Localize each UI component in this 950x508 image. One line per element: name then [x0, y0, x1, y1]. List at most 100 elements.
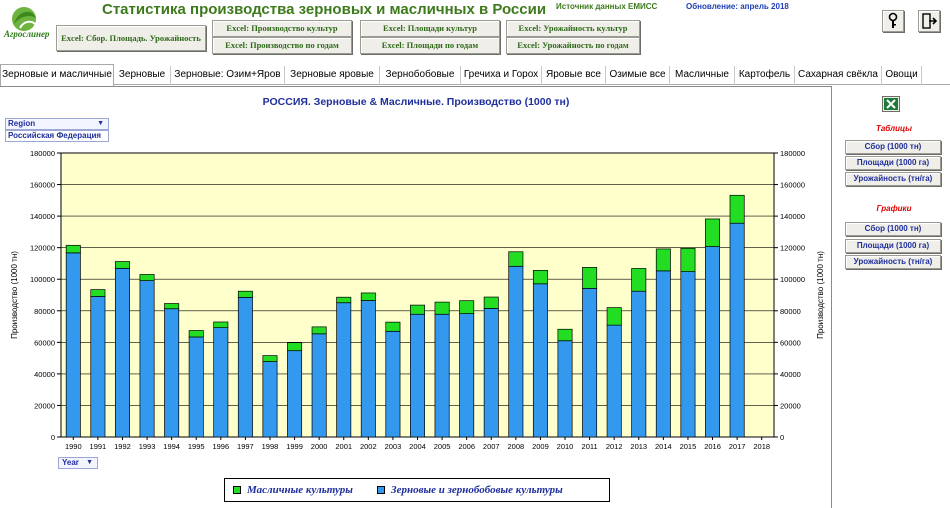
- y-tick-label-right: 80000: [780, 307, 801, 316]
- x-tick-label: 2017: [729, 442, 746, 451]
- chart-title: РОССИЯ. Зерновые & Масличные. Производст…: [262, 96, 570, 108]
- x-tick-label: 2004: [409, 442, 426, 451]
- x-tick-label: 2016: [704, 442, 721, 451]
- bar-oilseeds: [90, 289, 106, 297]
- x-tick-label: 1997: [237, 442, 254, 451]
- excel-yield-crops-button[interactable]: Excel: Урожайность культур: [506, 20, 640, 37]
- bar-grain: [459, 313, 475, 438]
- bar-grain: [532, 283, 548, 438]
- y-tick-label-right: 160000: [780, 181, 805, 190]
- bar-grain: [164, 308, 180, 438]
- x-tick-label: 1995: [188, 442, 205, 451]
- year-filter-button[interactable]: Year ▼: [58, 457, 98, 469]
- bar-oilseeds: [385, 321, 401, 332]
- bar-oilseeds: [705, 218, 721, 247]
- tab-sugar-beet[interactable]: Сахарная свёкла: [795, 66, 882, 85]
- tab-grain-winter-spring[interactable]: Зерновые: Озим+Яров: [171, 66, 285, 85]
- y-tick-label-right: 60000: [780, 338, 801, 347]
- region-filter-button[interactable]: Region ▼: [5, 118, 109, 130]
- x-tick-label: 1996: [212, 442, 229, 451]
- bar-oilseeds: [557, 328, 573, 342]
- table-yield-button[interactable]: Урожайность (тн/га): [845, 172, 941, 186]
- tab-grain-spring[interactable]: Зерновые яровые: [285, 66, 380, 85]
- chart-area-button[interactable]: Площади (1000 га): [845, 239, 941, 253]
- bar-grain: [65, 252, 81, 438]
- y-tick-label-left: 160000: [30, 181, 55, 190]
- legend-swatch-oilseeds: [233, 486, 241, 494]
- excel-area-crops-button[interactable]: Excel: Площади культур: [360, 20, 500, 37]
- x-tick-label: 2009: [532, 442, 549, 451]
- bar-grain: [311, 333, 327, 438]
- tab-vegetables[interactable]: Овощи: [882, 66, 922, 85]
- bar-oilseeds: [237, 290, 253, 298]
- agroliner-logo-icon: [12, 7, 37, 31]
- bar-oilseeds: [114, 261, 130, 269]
- crop-tabs: Зерновые и масличные Зерновые Зерновые: …: [0, 64, 950, 86]
- tab-spring-all[interactable]: Яровые все: [542, 66, 606, 85]
- x-tick-label: 1990: [65, 442, 82, 451]
- data-source-label: Источник данных ЕМИСС: [556, 2, 658, 11]
- excel-production-crops-button[interactable]: Excel: Производство культур: [212, 20, 352, 37]
- bar-grain: [114, 267, 130, 438]
- excel-export-button[interactable]: [882, 96, 900, 112]
- y-tick-label-right: 120000: [780, 244, 805, 253]
- y-tick-label-left: 40000: [34, 370, 55, 379]
- bar-oilseeds: [336, 296, 352, 304]
- charts-heading: Графики: [876, 204, 912, 213]
- bar-oilseeds: [262, 355, 278, 362]
- region-filter-value[interactable]: Российская Федерация: [5, 130, 109, 142]
- exit-icon: [922, 13, 938, 29]
- chart-production-button[interactable]: Сбор (1000 тн): [845, 222, 941, 236]
- table-production-button[interactable]: Сбор (1000 тн): [845, 140, 941, 154]
- legend-swatch-grain: [377, 486, 385, 494]
- excel-yield-years-button[interactable]: Excel: Урожайность по годам: [506, 37, 640, 54]
- bar-grain: [213, 327, 229, 438]
- x-tick-label: 2002: [360, 442, 377, 451]
- bar-grain: [705, 246, 721, 438]
- tab-potatoes[interactable]: Картофель: [735, 66, 795, 85]
- chart-yield-button[interactable]: Урожайность (тн/га): [845, 255, 941, 269]
- tab-grain[interactable]: Зерновые: [114, 66, 171, 85]
- y-axis-label-left: Производство (1000 тн): [10, 251, 19, 339]
- tab-pulses[interactable]: Зернобобовые: [380, 66, 461, 85]
- logo-text: Агрослинер: [4, 29, 50, 39]
- tab-buckwheat-peas[interactable]: Гречиха и Горох: [461, 66, 542, 85]
- x-tick-label: 2007: [483, 442, 500, 451]
- y-tick-label-left: 100000: [30, 275, 55, 284]
- bar-oilseeds: [508, 251, 524, 267]
- chart-frame: [0, 86, 832, 508]
- bar-grain: [287, 350, 303, 438]
- x-tick-label: 1998: [262, 442, 279, 451]
- bar-oilseeds: [606, 307, 622, 326]
- bar-oilseeds: [311, 326, 327, 335]
- bar-grain: [385, 330, 401, 438]
- bar-oilseeds: [434, 301, 450, 315]
- y-tick-label-left: 180000: [30, 149, 55, 158]
- excel-main-button[interactable]: Excel: Сбор. Площадь. Урожайность: [56, 25, 206, 51]
- y-tick-label-left: 20000: [34, 401, 55, 410]
- x-tick-label: 2005: [434, 442, 451, 451]
- region-filter-label: Region: [8, 119, 36, 128]
- table-area-button[interactable]: Площади (1000 га): [845, 156, 941, 170]
- excel-icon: [884, 98, 898, 110]
- y-tick-label-left: 140000: [30, 212, 55, 221]
- y-axis-label-right: Производство (1000 тн): [816, 251, 825, 339]
- tab-grain-oilseeds[interactable]: Зерновые и масличные: [0, 64, 114, 86]
- bar-oilseeds: [483, 296, 499, 309]
- bar-oilseeds: [631, 268, 647, 292]
- tab-winter-all[interactable]: Озимые все: [606, 66, 670, 85]
- exit-button[interactable]: [918, 10, 940, 32]
- bar-oilseeds: [213, 321, 229, 329]
- dropdown-arrow-icon: ▼: [97, 120, 104, 127]
- x-tick-label: 1999: [286, 442, 303, 451]
- x-tick-label: 1991: [90, 442, 107, 451]
- bar-grain: [655, 270, 671, 438]
- bar-oilseeds: [729, 194, 745, 224]
- bar-oilseeds: [532, 270, 548, 285]
- y-tick-label-left: 60000: [34, 338, 55, 347]
- bar-grain: [262, 361, 278, 438]
- help-button[interactable]: [882, 10, 904, 32]
- tab-oilseeds[interactable]: Масличные: [670, 66, 735, 85]
- excel-production-years-button[interactable]: Excel: Производство по годам: [212, 37, 352, 54]
- excel-area-years-button[interactable]: Excel: Площади по годам: [360, 37, 500, 54]
